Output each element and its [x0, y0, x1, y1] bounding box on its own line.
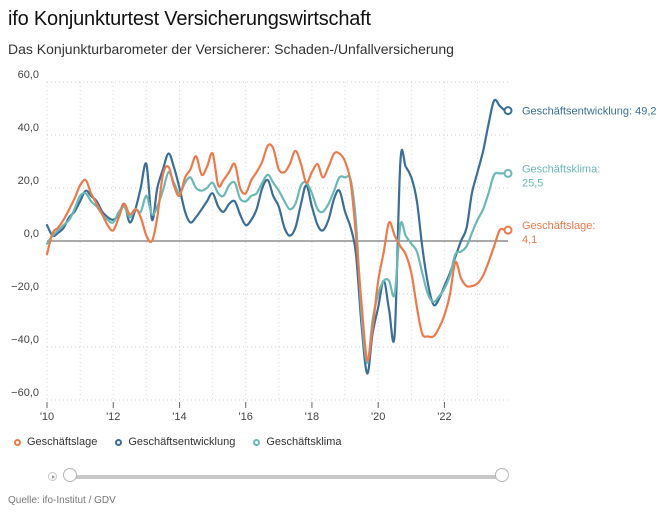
series-end-point-2	[503, 225, 513, 235]
legend-marker-icon	[253, 438, 261, 446]
legend-marker-icon	[115, 438, 123, 446]
y-tick-label: −40,0	[11, 334, 39, 346]
x-tick-label: '10	[40, 411, 54, 423]
series-end-value: 4,1	[522, 234, 537, 246]
slider-track[interactable]	[70, 475, 502, 479]
series-end-label: Geschäftsklima:	[522, 163, 600, 175]
y-tick-label: 40,0	[18, 122, 39, 134]
legend-label: Geschäftsentwicklung	[128, 436, 236, 448]
chart-title: ifo Konjunkturtest Versicherungswirtscha…	[8, 8, 371, 30]
y-tick-label: −60,0	[11, 387, 39, 399]
slider-handle-end[interactable]	[495, 468, 509, 482]
y-tick-label: 20,0	[18, 175, 39, 187]
x-tick-label: '14	[172, 411, 186, 423]
y-tick-label: 60,0	[18, 69, 39, 81]
time-range-slider[interactable]	[48, 468, 509, 488]
series-line-2	[45, 143, 510, 362]
legend-item-geschaeftsklima[interactable]: Geschäftsklima	[253, 436, 342, 448]
legend-label: Geschäftslage	[27, 436, 98, 448]
series-line-1	[45, 170, 510, 365]
series-end-value: 25,5	[522, 177, 543, 189]
series-end-point-0	[503, 106, 513, 116]
x-tick-label: '22	[437, 411, 451, 423]
y-tick-label: −20,0	[11, 281, 39, 293]
x-tick-label: '18	[305, 411, 319, 423]
source-note: Quelle: ifo-Institut / GDV	[8, 495, 116, 506]
legend-item-geschaeftsentwicklung[interactable]: Geschäftsentwicklung	[115, 436, 235, 448]
legend-label: Geschäftsklima	[266, 436, 342, 448]
slider-handle-start[interactable]	[63, 468, 77, 482]
series-end-label: Geschäftslage:	[522, 220, 595, 232]
series-end-label: Geschäftsentwicklung: 49,2	[522, 106, 657, 118]
line-chart: −60,0 −40,0 −20,0 0,0 20,0 40,0 60,0 '10 '12 '14 '…	[11, 69, 657, 423]
series-end-point-1	[503, 168, 513, 178]
legend: Geschäftslage Geschäftsentwicklung Gesch…	[14, 436, 342, 448]
x-tick-label: '12	[106, 411, 120, 423]
x-tick-label: '16	[239, 411, 253, 423]
legend-marker-icon	[14, 438, 21, 446]
legend-item-geschaeftslage[interactable]: Geschäftslage	[14, 436, 97, 448]
x-tick-label: '20	[371, 411, 385, 423]
chart-subtitle: Das Konjunkturbarometer der Versicherer:…	[8, 41, 454, 57]
series-line-0	[45, 98, 510, 375]
y-tick-label: 0,0	[24, 228, 39, 240]
play-icon[interactable]	[48, 472, 57, 481]
